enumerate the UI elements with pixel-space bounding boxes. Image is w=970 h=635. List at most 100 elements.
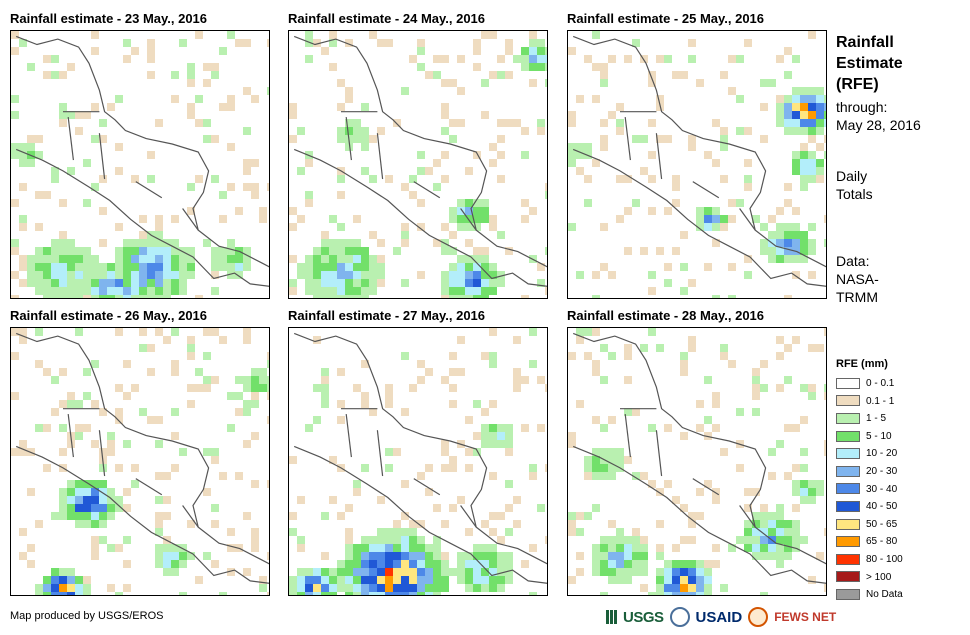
rainfall-cell xyxy=(632,472,640,480)
rainfall-cell xyxy=(640,536,648,544)
rainfall-cell xyxy=(568,119,576,127)
rainfall-cell xyxy=(203,488,211,496)
rainfall-cell xyxy=(115,271,123,279)
rainfall-cell xyxy=(171,560,179,568)
country-border xyxy=(345,117,352,161)
rainfall-cell xyxy=(808,135,816,143)
rainfall-cell xyxy=(35,247,43,255)
rainfall-cell xyxy=(760,504,768,512)
product-title-line-1: Rainfall xyxy=(836,34,894,51)
rainfall-cell xyxy=(545,79,547,87)
rainfall-cell xyxy=(688,560,696,568)
rainfall-cell xyxy=(289,223,297,231)
rainfall-cell xyxy=(401,576,409,584)
rainfall-cell xyxy=(425,568,433,576)
rainfall-cell xyxy=(259,215,267,223)
rainfall-cell xyxy=(481,255,489,263)
rainfall-cell xyxy=(576,328,584,336)
rainfall-cell xyxy=(385,552,393,560)
rainfall-cell xyxy=(576,143,584,151)
rainfall-cell xyxy=(776,231,784,239)
rainfall-cell xyxy=(337,568,345,576)
rainfall-cell xyxy=(187,384,195,392)
rainfall-cell xyxy=(123,287,131,295)
rainfall-cell xyxy=(529,55,537,63)
rainfall-cell xyxy=(219,255,227,263)
rainfall-cell xyxy=(43,287,51,295)
rainfall-cell xyxy=(163,544,171,552)
rainfall-cell xyxy=(51,584,59,592)
rainfall-cell xyxy=(584,472,592,480)
rainfall-cell xyxy=(624,247,632,255)
rainfall-cell xyxy=(441,79,449,87)
rainfall-cell xyxy=(489,328,497,336)
rainfall-cell xyxy=(227,392,235,400)
rainfall-cell xyxy=(251,95,259,103)
rainfall-cell xyxy=(760,528,768,536)
rainfall-cell xyxy=(800,159,808,167)
panel-title-6: Rainfall estimate - 28 May., 2016 xyxy=(567,308,765,323)
rainfall-cell xyxy=(433,183,441,191)
legend-item: 80 - 100 xyxy=(836,553,903,567)
through-date: through: May 28, 2016 xyxy=(836,98,921,134)
rainfall-cell xyxy=(51,408,59,416)
country-border xyxy=(67,414,74,458)
rainfall-cell xyxy=(529,47,537,55)
rainfall-cell xyxy=(345,87,353,95)
rainfall-cell xyxy=(736,55,744,63)
rainfall-cell xyxy=(321,592,329,595)
rainfall-cell xyxy=(11,328,19,336)
rainfall-cell xyxy=(640,167,648,175)
rainfall-cell xyxy=(147,247,155,255)
rainfall-cell xyxy=(457,215,465,223)
rainfall-cell xyxy=(353,255,361,263)
rainfall-cell xyxy=(313,592,321,595)
rainfall-cell xyxy=(449,263,457,271)
rainfall-cell xyxy=(195,368,203,376)
rainfall-cell xyxy=(59,295,67,298)
rainfall-cell xyxy=(369,175,377,183)
rainfall-cell xyxy=(155,528,163,536)
rainfall-cell xyxy=(321,287,329,295)
rainfall-cell xyxy=(417,271,425,279)
rainfall-cell xyxy=(449,568,457,576)
rainfall-cell xyxy=(19,183,27,191)
rainfall-cell xyxy=(27,135,35,143)
rainfall-cell xyxy=(305,424,313,432)
rainfall-cell xyxy=(259,576,267,584)
rainfall-cell xyxy=(243,384,251,392)
rainfall-cell xyxy=(361,536,369,544)
rainfall-cell xyxy=(329,63,337,71)
rainfall-cell xyxy=(680,360,688,368)
rainfall-cell xyxy=(289,279,297,287)
rainfall-cell xyxy=(608,560,616,568)
rainfall-cell xyxy=(11,247,19,255)
rainfall-cell xyxy=(115,544,123,552)
rainfall-cell xyxy=(123,255,131,263)
rainfall-cell xyxy=(449,400,457,408)
rainfall-cell xyxy=(115,255,123,263)
rainfall-cell xyxy=(345,592,353,595)
rainfall-cell xyxy=(11,31,19,39)
rainfall-cell xyxy=(441,440,449,448)
rainfall-cell xyxy=(11,111,19,119)
rainfall-cell xyxy=(377,239,385,247)
rainfall-cell xyxy=(27,143,35,151)
rainfall-cell xyxy=(139,239,147,247)
rainfall-cell xyxy=(529,79,537,87)
rainfall-cell xyxy=(115,416,123,424)
rainfall-cell xyxy=(35,135,43,143)
rainfall-cell xyxy=(211,71,219,79)
rainfall-cell xyxy=(656,584,664,592)
rainfall-cell xyxy=(792,271,800,279)
country-border xyxy=(376,133,384,180)
rainfall-cell xyxy=(505,576,513,584)
rainfall-cell xyxy=(784,71,792,79)
rainfall-cell xyxy=(497,552,505,560)
rainfall-cell xyxy=(584,55,592,63)
rainfall-cell xyxy=(123,440,131,448)
rainfall-cell xyxy=(187,344,195,352)
rainfall-cell xyxy=(345,95,353,103)
rainfall-cell xyxy=(513,520,521,528)
rainfall-cell xyxy=(824,239,826,247)
